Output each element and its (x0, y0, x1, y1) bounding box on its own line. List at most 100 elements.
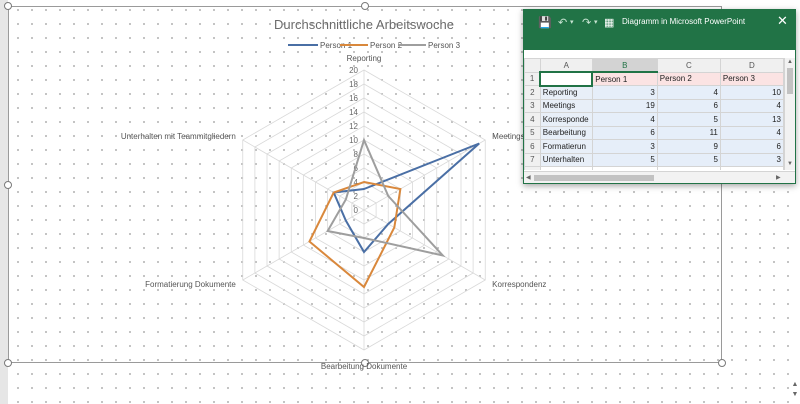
vertical-scroll-thumb[interactable] (787, 68, 793, 94)
scroll-down-icon[interactable]: ▼ (787, 161, 793, 167)
cell-b7[interactable]: 5 (591, 152, 658, 167)
save-icon[interactable]: 💾 (538, 17, 552, 29)
column-header-a[interactable]: A (539, 58, 593, 73)
radar-tick-label: 16 (349, 94, 358, 103)
cell-c2[interactable]: 4 (656, 85, 721, 100)
cell-c7[interactable]: 5 (656, 152, 721, 167)
close-icon[interactable]: ✕ (777, 13, 788, 28)
cell-a3[interactable]: Meetings (539, 98, 593, 113)
resize-handle-top-mid[interactable] (361, 2, 369, 10)
cell-b3[interactable]: 19 (591, 98, 658, 113)
redo-dropdown-icon[interactable]: ▾ (594, 19, 598, 26)
radar-category-label: Reporting (347, 54, 382, 63)
resize-handle-bottom-left[interactable] (4, 359, 12, 367)
cell-d2[interactable]: 10 (719, 85, 784, 100)
column-header-c[interactable]: C (656, 58, 721, 73)
cell-c4[interactable]: 5 (656, 112, 721, 127)
radar-series-line (308, 180, 402, 289)
row-header-8[interactable]: 8 (524, 166, 541, 170)
cell-a1[interactable] (539, 71, 594, 87)
resize-handle-bottom-right[interactable] (718, 359, 726, 367)
undo-icon[interactable]: ↶ (558, 17, 568, 29)
row-header-4[interactable]: 4 (524, 112, 541, 127)
excel-titlebar: 💾 ↶ ▾ ↷ ▾ ▦ Diagramm in Microsoft PowerP… (524, 10, 795, 50)
cell-a2[interactable]: Reporting (539, 85, 593, 100)
next-slide-icon[interactable]: ▼ (791, 391, 799, 398)
chart-title: Durchschnittliche Arbeitswoche (274, 17, 454, 32)
cell-d6[interactable]: 6 (719, 139, 784, 154)
radar-tick-label: 2 (354, 192, 359, 201)
row-header-1[interactable]: 1 (524, 71, 541, 86)
excel-window-title: Diagramm in Microsoft PowerPoint (622, 17, 746, 26)
vertical-scrollbar[interactable]: ▲ ▼ (784, 58, 795, 170)
radar-category-label: Bearbeitung Dokumente (321, 362, 408, 371)
column-header-d[interactable]: D (719, 58, 784, 73)
previous-slide-icon[interactable]: ▲ (791, 381, 799, 388)
cell-a8[interactable] (539, 166, 593, 170)
cell-a4[interactable]: Korresponde (539, 112, 593, 127)
cell-c8[interactable] (656, 166, 721, 170)
radar-tick-label: 18 (349, 80, 358, 89)
resize-handle-bottom-mid[interactable] (361, 359, 369, 367)
row-header-5[interactable]: 5 (524, 125, 541, 140)
radar-tick-label: 0 (354, 206, 359, 215)
cell-a5[interactable]: Bearbeitung (539, 125, 593, 140)
radar-tick-label: 20 (349, 66, 358, 75)
cell-b2[interactable]: 3 (591, 85, 658, 100)
cell-c3[interactable]: 6 (656, 98, 721, 113)
radar-spoke (363, 139, 486, 211)
row-header-2[interactable]: 2 (524, 85, 541, 100)
cell-c6[interactable]: 9 (656, 139, 721, 154)
legend-label-person-2: Person 2 (370, 41, 403, 50)
cell-c1[interactable]: Person 2 (656, 71, 721, 86)
row-header-6[interactable]: 6 (524, 139, 541, 154)
cell-a6[interactable]: Formatierun (539, 139, 593, 154)
legend-label-person-3: Person 3 (428, 41, 461, 50)
radar-tick-label: 12 (349, 122, 358, 131)
radar-spoke (242, 209, 365, 281)
cell-d4[interactable]: 13 (719, 112, 784, 127)
legend-label-person-1: Person 1 (320, 41, 353, 50)
cell-b1[interactable]: Person 1 (591, 71, 658, 86)
radar-category-label: Unterhalten mit Teammitgliedern (121, 132, 236, 141)
row-header-7[interactable]: 7 (524, 152, 541, 167)
slide-scroll-arrows[interactable]: ▲ ▼ (790, 380, 800, 404)
excel-mini-window[interactable]: 💾 ↶ ▾ ↷ ▾ ▦ Diagramm in Microsoft PowerP… (523, 9, 796, 184)
redo-icon[interactable]: ↷ (582, 17, 592, 29)
cell-d3[interactable]: 4 (719, 98, 784, 113)
resize-handle-top-left[interactable] (4, 2, 12, 10)
undo-dropdown-icon[interactable]: ▾ (570, 19, 574, 26)
row-header-3[interactable]: 3 (524, 98, 541, 113)
cell-d1[interactable]: Person 3 (719, 71, 784, 86)
radar-category-label: Meetings (492, 132, 524, 141)
radar-tick-label: 10 (349, 136, 358, 145)
spreadsheet-grid[interactable]: A B C D 1 Person 1 Person 2 Person 3 2 R… (524, 58, 784, 170)
cell-b6[interactable]: 3 (591, 139, 658, 154)
column-header-b[interactable]: B (591, 58, 658, 73)
scroll-right-icon[interactable]: ▶ (776, 175, 781, 181)
resize-handle-mid-left[interactable] (4, 181, 12, 189)
horizontal-scrollbar[interactable]: ◀ ▶ (524, 171, 795, 183)
radar-tick-label: 8 (354, 150, 359, 159)
radar-category-label: Korrespondenz (492, 280, 546, 289)
horizontal-scroll-thumb[interactable] (534, 175, 654, 181)
cell-d8[interactable] (719, 166, 784, 170)
radar-spoke (242, 139, 365, 211)
scroll-left-icon[interactable]: ◀ (526, 175, 531, 181)
scroll-up-icon[interactable]: ▲ (787, 59, 793, 65)
radar-series (308, 137, 480, 289)
cell-b8[interactable] (591, 166, 658, 170)
radar-spoke (363, 209, 486, 281)
select-all-corner[interactable] (524, 58, 541, 73)
cell-c5[interactable]: 11 (656, 125, 721, 140)
cell-b5[interactable]: 6 (591, 125, 658, 140)
radar-category-label: Formatierung Dokumente (145, 280, 236, 289)
cell-b4[interactable]: 4 (591, 112, 658, 127)
cell-d5[interactable]: 4 (719, 125, 784, 140)
edit-data-in-excel-icon[interactable]: ▦ (604, 17, 615, 29)
cell-d7[interactable]: 3 (719, 152, 784, 167)
cell-a7[interactable]: Unterhalten (539, 152, 593, 167)
